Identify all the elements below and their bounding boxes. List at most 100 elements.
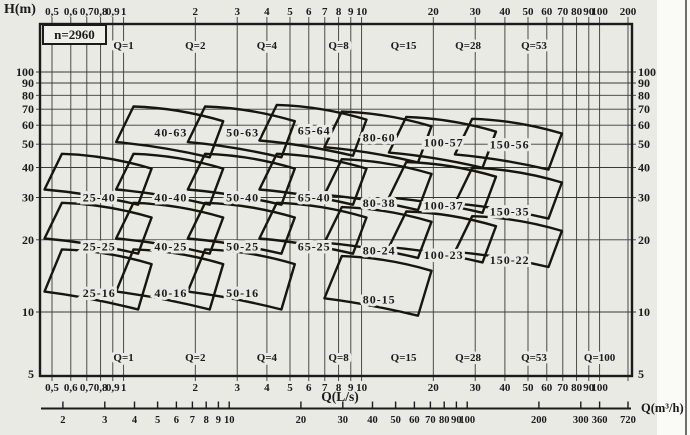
svg-text:100-57: 100-57 bbox=[424, 136, 464, 150]
svg-text:8: 8 bbox=[336, 382, 342, 394]
svg-text:3: 3 bbox=[234, 382, 240, 394]
svg-text:Q=4: Q=4 bbox=[257, 352, 278, 364]
svg-text:3: 3 bbox=[102, 415, 107, 426]
svg-text:6: 6 bbox=[174, 415, 179, 426]
svg-text:Q=2: Q=2 bbox=[185, 352, 206, 364]
svg-text:20: 20 bbox=[428, 382, 440, 394]
svg-text:3: 3 bbox=[234, 6, 240, 18]
svg-text:20: 20 bbox=[638, 233, 650, 247]
svg-text:50-63: 50-63 bbox=[226, 125, 259, 139]
svg-text:80: 80 bbox=[439, 415, 450, 426]
svg-text:7: 7 bbox=[190, 415, 195, 426]
svg-text:70: 70 bbox=[638, 102, 650, 116]
svg-text:9: 9 bbox=[348, 6, 354, 18]
svg-text:Q=1: Q=1 bbox=[113, 40, 133, 52]
svg-text:50: 50 bbox=[523, 382, 535, 394]
region-labels: 40-63 50-63 65-64 80-60 100-57 150-56 25-40 40-… bbox=[80, 121, 532, 310]
svg-text:50: 50 bbox=[390, 415, 401, 426]
svg-text:5: 5 bbox=[287, 6, 293, 18]
svg-text:10: 10 bbox=[224, 415, 235, 426]
svg-text:90: 90 bbox=[583, 382, 595, 394]
svg-text:5: 5 bbox=[28, 367, 34, 381]
x-tick-labels: 0,50,50,60,60,70,70,80,80,90,91122334455… bbox=[45, 6, 637, 394]
svg-text:100-23: 100-23 bbox=[424, 248, 464, 262]
svg-text:20: 20 bbox=[296, 415, 307, 426]
region-150-56 bbox=[453, 117, 564, 171]
region-80-15 bbox=[323, 254, 433, 317]
svg-text:1: 1 bbox=[121, 382, 127, 394]
svg-text:Q=100: Q=100 bbox=[584, 352, 616, 364]
svg-text:6: 6 bbox=[306, 382, 312, 394]
svg-text:80-24: 80-24 bbox=[363, 244, 396, 258]
region-65-25 bbox=[258, 201, 368, 255]
svg-text:80: 80 bbox=[571, 6, 583, 18]
svg-text:40-40: 40-40 bbox=[154, 191, 187, 205]
svg-text:Q=1: Q=1 bbox=[113, 352, 133, 364]
svg-text:4: 4 bbox=[132, 415, 138, 426]
svg-text:65-64: 65-64 bbox=[298, 124, 331, 138]
region-50-40 bbox=[186, 152, 296, 206]
svg-text:30: 30 bbox=[638, 191, 650, 205]
region-40-63 bbox=[114, 105, 225, 159]
svg-text:65-25: 65-25 bbox=[298, 240, 331, 254]
svg-text:40: 40 bbox=[499, 6, 511, 18]
svg-text:40: 40 bbox=[499, 382, 511, 394]
svg-text:20: 20 bbox=[428, 6, 440, 18]
svg-text:Q=8: Q=8 bbox=[328, 40, 349, 52]
svg-text:70: 70 bbox=[557, 6, 569, 18]
svg-text:10: 10 bbox=[22, 305, 34, 319]
svg-text:0,5: 0,5 bbox=[45, 6, 59, 18]
svg-text:8: 8 bbox=[336, 6, 342, 18]
svg-text:9: 9 bbox=[348, 382, 354, 394]
plot-border bbox=[38, 22, 634, 378]
svg-text:200: 200 bbox=[531, 415, 547, 426]
svg-text:40: 40 bbox=[22, 161, 34, 175]
svg-text:300: 300 bbox=[573, 415, 589, 426]
paper-margin-strip bbox=[657, 0, 690, 435]
region-25-16 bbox=[43, 248, 153, 311]
svg-text:25-40: 25-40 bbox=[83, 191, 116, 205]
svg-text:90: 90 bbox=[451, 415, 462, 426]
svg-text:100: 100 bbox=[591, 382, 608, 394]
svg-text:2: 2 bbox=[60, 415, 65, 426]
svg-text:0,8: 0,8 bbox=[94, 6, 108, 18]
svg-text:20: 20 bbox=[22, 233, 34, 247]
svg-text:Q=15: Q=15 bbox=[391, 40, 417, 52]
region-40-16 bbox=[114, 248, 225, 311]
svg-text:0,7: 0,7 bbox=[80, 382, 94, 394]
svg-text:100: 100 bbox=[591, 6, 608, 18]
svg-text:2: 2 bbox=[193, 382, 199, 394]
rotation-speed-label: n=2960 bbox=[54, 27, 95, 42]
region-80-24 bbox=[323, 205, 433, 260]
pump-regions bbox=[43, 103, 564, 317]
svg-text:60: 60 bbox=[638, 118, 650, 132]
svg-text:0,6: 0,6 bbox=[64, 6, 78, 18]
svg-text:Q=15: Q=15 bbox=[391, 352, 417, 364]
svg-text:2: 2 bbox=[193, 6, 199, 18]
svg-text:10: 10 bbox=[356, 6, 368, 18]
svg-text:50: 50 bbox=[638, 137, 650, 151]
svg-text:30: 30 bbox=[470, 6, 482, 18]
svg-text:40-63: 40-63 bbox=[154, 125, 187, 139]
svg-text:10: 10 bbox=[356, 382, 368, 394]
region-25-40 bbox=[43, 152, 153, 206]
svg-text:60: 60 bbox=[541, 6, 553, 18]
svg-text:25-16: 25-16 bbox=[83, 286, 116, 300]
svg-text:30: 30 bbox=[22, 191, 34, 205]
svg-text:40: 40 bbox=[367, 415, 378, 426]
svg-text:360: 360 bbox=[592, 415, 608, 426]
svg-text:40-16: 40-16 bbox=[154, 286, 187, 300]
svg-text:40: 40 bbox=[638, 161, 650, 175]
svg-text:70: 70 bbox=[22, 102, 34, 116]
svg-text:7: 7 bbox=[322, 6, 328, 18]
page-edge-line bbox=[685, 0, 687, 435]
svg-text:0,8: 0,8 bbox=[94, 382, 108, 394]
svg-text:70: 70 bbox=[557, 382, 569, 394]
svg-text:720: 720 bbox=[620, 415, 636, 426]
svg-text:80: 80 bbox=[571, 382, 583, 394]
svg-text:80: 80 bbox=[638, 88, 650, 102]
region-65-40 bbox=[258, 152, 368, 206]
rotation-speed-box: n=2960 bbox=[42, 24, 107, 45]
